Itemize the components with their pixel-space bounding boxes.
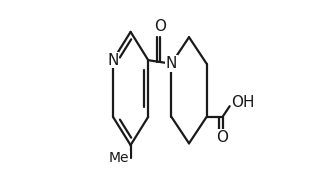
Text: OH: OH — [231, 95, 255, 110]
Text: N: N — [166, 56, 177, 71]
Text: O: O — [216, 130, 228, 145]
Text: O: O — [154, 19, 166, 34]
Text: N: N — [107, 53, 119, 68]
Text: Me: Me — [108, 151, 129, 165]
